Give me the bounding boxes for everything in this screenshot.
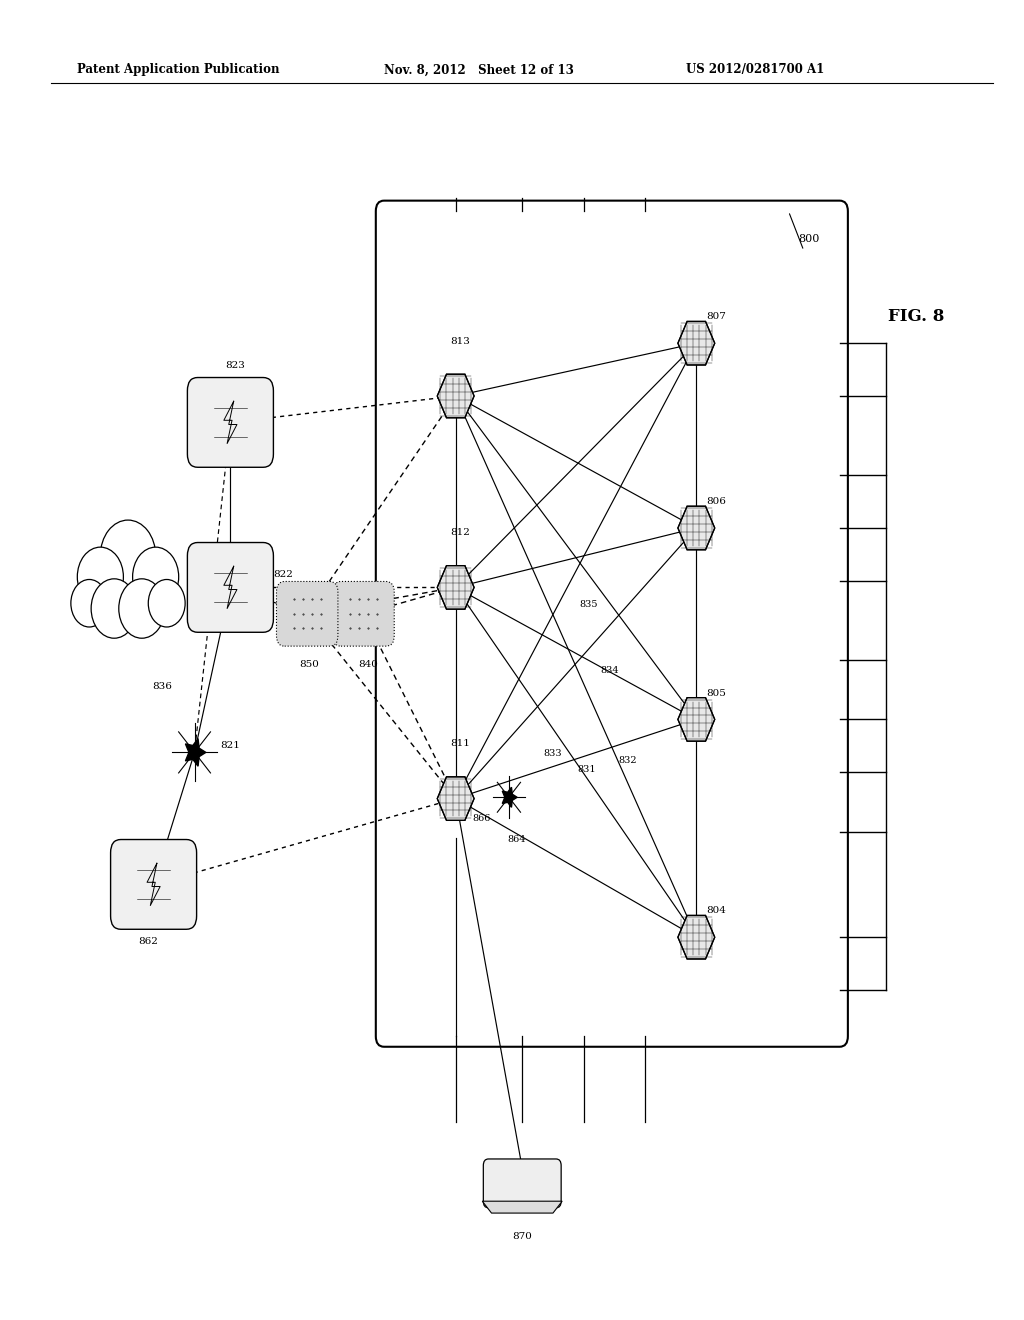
Polygon shape xyxy=(678,322,715,364)
Text: 832: 832 xyxy=(618,756,637,766)
Text: 805: 805 xyxy=(707,689,726,697)
Circle shape xyxy=(78,546,123,607)
Polygon shape xyxy=(482,1201,562,1213)
FancyBboxPatch shape xyxy=(483,1159,561,1208)
FancyBboxPatch shape xyxy=(111,840,197,929)
Text: Nov. 8, 2012   Sheet 12 of 13: Nov. 8, 2012 Sheet 12 of 13 xyxy=(384,63,573,77)
Text: 836: 836 xyxy=(153,682,172,690)
Text: 811: 811 xyxy=(451,739,470,748)
FancyBboxPatch shape xyxy=(187,543,273,632)
Text: 834: 834 xyxy=(600,667,618,676)
Circle shape xyxy=(71,579,108,627)
Text: 807: 807 xyxy=(707,313,726,321)
Circle shape xyxy=(100,520,156,591)
Circle shape xyxy=(148,579,185,627)
Text: 821: 821 xyxy=(220,742,240,750)
Text: 823: 823 xyxy=(225,360,246,370)
Polygon shape xyxy=(185,739,206,766)
Text: FIG. 8: FIG. 8 xyxy=(888,309,945,325)
Text: 866: 866 xyxy=(472,814,490,824)
Text: 800: 800 xyxy=(799,234,820,244)
Polygon shape xyxy=(437,776,474,820)
Circle shape xyxy=(119,578,165,639)
Text: 831: 831 xyxy=(578,766,596,775)
Polygon shape xyxy=(678,916,715,958)
Text: L3 NETWORK: L3 NETWORK xyxy=(90,568,166,576)
Text: 862: 862 xyxy=(138,937,159,946)
Text: US 2012/0281700 A1: US 2012/0281700 A1 xyxy=(686,63,824,77)
Polygon shape xyxy=(678,697,715,741)
Text: 840: 840 xyxy=(358,660,379,669)
Polygon shape xyxy=(437,565,474,609)
Text: 813: 813 xyxy=(451,337,470,346)
Text: 850: 850 xyxy=(299,660,319,669)
Circle shape xyxy=(91,578,137,639)
Text: 835: 835 xyxy=(580,601,598,610)
Polygon shape xyxy=(437,375,474,417)
Text: 864: 864 xyxy=(508,836,526,845)
Circle shape xyxy=(133,546,178,607)
Text: 804: 804 xyxy=(707,907,726,915)
FancyBboxPatch shape xyxy=(276,581,338,645)
FancyBboxPatch shape xyxy=(187,378,273,467)
Text: 833: 833 xyxy=(544,750,562,759)
Polygon shape xyxy=(678,507,715,549)
Text: Patent Application Publication: Patent Application Publication xyxy=(77,63,280,77)
Text: 880: 880 xyxy=(119,597,137,605)
Text: 870: 870 xyxy=(512,1232,532,1241)
Polygon shape xyxy=(503,787,517,808)
Text: 806: 806 xyxy=(707,498,726,506)
FancyBboxPatch shape xyxy=(333,581,394,645)
Text: 822: 822 xyxy=(273,570,293,578)
Text: 812: 812 xyxy=(451,528,470,537)
